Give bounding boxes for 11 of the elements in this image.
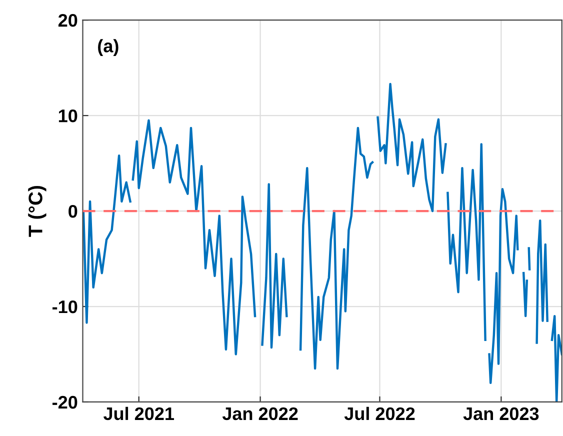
x-tick-label: Jan 2022 [222,407,298,420]
y-tick-label: -20 [52,396,78,409]
x-tick-label: Jul 2022 [344,406,415,420]
x-tick-label: Jul 2021 [104,406,174,420]
y-tick-label: -10 [52,300,78,314]
y-axis-title: T (°C) [28,186,46,237]
x-tick-label: Jan 2023 [463,407,539,420]
y-tick-label: 20 [58,14,78,27]
y-tick-label: 10 [58,109,78,122]
y-tick-label: 0 [68,204,78,218]
annotation: (a) [98,39,118,56]
